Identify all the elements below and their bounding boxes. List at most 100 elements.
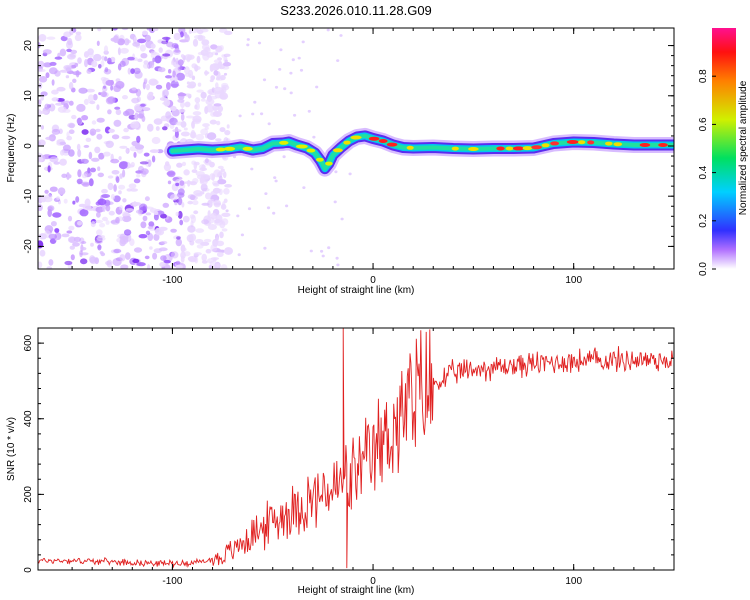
noise-blob [162,202,170,208]
noise-blob [96,211,101,218]
noise-blob [174,76,178,82]
noise-blob [72,78,77,84]
noise-blob [110,85,114,91]
noise-blob [161,40,169,45]
noise-blob [103,85,106,89]
noise-blob [224,184,233,188]
noise-blob [79,250,83,258]
noise-blob [210,44,218,50]
noise-blob [113,184,117,192]
noise-blob [38,34,47,42]
noise-blob [293,113,297,117]
noise-blob [42,49,52,55]
noise-blob [137,113,145,119]
noise-blob [76,103,86,112]
noise-blob [273,176,277,180]
snr-panel: -100 0 100 0 200 400 600 Height of straight li… [6,327,675,596]
noise-blob [67,174,72,179]
noise-blob [84,59,88,68]
noise-blob [45,194,53,199]
noise-blob [200,241,210,246]
noise-blob [45,72,50,79]
noise-blob [108,128,115,133]
noise-blob [178,108,186,113]
noise-blob [76,143,81,151]
noise-blob [191,63,197,69]
noise-blob [103,151,111,157]
noise-blob [132,258,140,264]
noise-blob [95,128,101,133]
y-tick-label: 600 [23,334,34,351]
noise-blob [180,101,185,108]
noise-blob [180,54,185,58]
noise-blob [127,67,131,75]
noise-blob [107,182,114,191]
noise-blob [147,123,154,132]
noise-blob [59,48,67,57]
noise-blob [160,240,168,245]
noise-blob [335,256,339,260]
noise-blob [96,236,106,241]
noise-blob [133,67,141,75]
noise-blob [101,55,105,61]
noise-blob [191,75,196,81]
ridge-hotspot [378,139,388,143]
noise-blob [175,260,181,266]
noise-blob [119,205,123,211]
noise-blob [151,155,156,163]
noise-blob [113,85,121,93]
ridge-hotspot [332,148,343,153]
noise-blob [263,246,267,250]
noise-blob [177,59,184,66]
noise-blob [251,112,255,116]
noise-blob [186,84,196,89]
noise-blob [87,167,91,174]
noise-blob [220,168,225,172]
noise-blob [68,123,75,129]
noise-blob [192,178,199,184]
noise-blob [69,28,74,36]
noise-blob [101,188,108,194]
noise-blob [210,212,218,220]
noise-blob [327,246,331,250]
noise-blob [238,114,242,118]
noise-blob [75,196,80,203]
noise-blob [68,225,75,231]
noise-blob [77,57,82,64]
noise-blob [122,211,130,217]
noise-blob [149,149,159,154]
snr-x-label: Height of straight line (km) [298,585,415,596]
noise-blob [140,168,149,175]
noise-blob [51,128,61,135]
noise-blob [136,174,141,178]
ridge-hotspot [386,142,398,147]
noise-blob [105,79,114,86]
noise-blob [202,43,210,51]
noise-blob [299,68,304,72]
noise-blob [152,57,156,63]
noise-blob [104,56,108,62]
noise-blob [60,150,65,156]
noise-blob [57,187,66,195]
noise-blob [125,108,135,116]
noise-blob [187,54,195,60]
spectrogram-y-label: Frequency (Hz) [6,114,17,183]
noise-blob [215,236,219,244]
noise-blob [97,198,107,206]
noise-blob [176,72,185,81]
noise-blob [70,49,78,55]
noise-blob [272,211,276,215]
noise-blob [56,86,66,92]
ridge-hotspot [215,147,226,152]
noise-blob [136,262,146,267]
noise-blob [160,213,167,219]
noise-blob [38,109,42,116]
noise-blob [38,99,42,105]
noise-blob [187,200,193,205]
y-tick-label: 20 [23,40,34,52]
noise-blob [107,175,114,179]
noise-blob [334,170,338,174]
noise-blob [160,255,167,261]
noise-blob [125,252,131,260]
noise-blob [118,190,122,195]
